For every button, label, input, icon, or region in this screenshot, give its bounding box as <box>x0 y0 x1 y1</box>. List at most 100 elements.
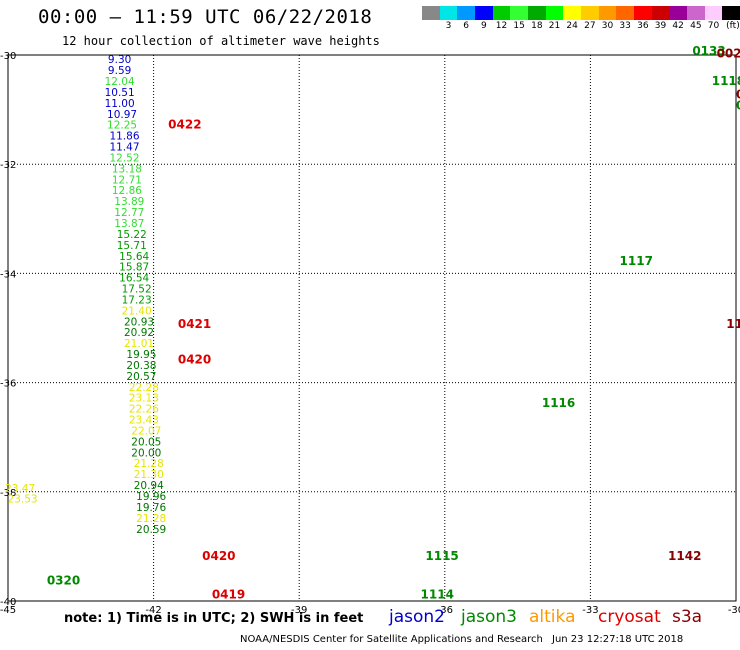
swh-value-label: 20.59 <box>136 524 166 536</box>
color-tick-label: 33 <box>619 21 631 31</box>
swh-value-label: 19.76 <box>136 502 166 514</box>
swh-value-label: 20.57 <box>126 371 156 383</box>
y-tick-label: -30 <box>0 51 16 62</box>
color-tick-label: 6 <box>463 21 470 31</box>
swh-value-label: 19.95 <box>126 349 156 361</box>
color-swatch <box>528 6 546 20</box>
color-swatch <box>439 6 458 20</box>
y-tick-label: -40 <box>0 597 16 608</box>
color-swatch <box>722 6 740 20</box>
pass-time-label: 0420 <box>178 352 211 366</box>
swh-value-label: 15.64 <box>119 251 149 263</box>
swh-value-label: 13.89 <box>114 196 144 208</box>
swh-value-label: 17.23 <box>122 294 152 306</box>
color-tick-label: 21 <box>548 21 561 31</box>
color-swatch <box>492 6 511 20</box>
note-text: note: 1) Time is in UTC; 2) SWH is in fe… <box>64 611 364 626</box>
swh-value-label: 17.52 <box>122 284 152 296</box>
color-tick-label: 12 <box>495 21 508 31</box>
pass-time-label: 1115 <box>425 549 458 563</box>
color-scale-ticks: 3 6 9 12 15 18 21 24 27 30 33 36 39 42 45 70 (ft) <box>422 21 740 35</box>
color-swatch <box>545 6 564 20</box>
swh-value-label: 12.25 <box>107 120 137 132</box>
pass-time-label: 0419 <box>212 587 245 601</box>
swh-value-label: 15.71 <box>117 240 147 252</box>
x-tick-label: -39 <box>291 605 307 616</box>
x-tick-label: -33 <box>582 605 598 616</box>
color-swatch <box>475 6 493 20</box>
swh-value-label: 15.87 <box>119 262 149 274</box>
pass-time-label: 1118 <box>712 74 740 88</box>
page-subtitle: 12 hour collection of altimeter wave hei… <box>62 34 380 48</box>
color-tick-label: 18 <box>531 21 543 31</box>
color-scale-bar <box>422 6 740 20</box>
swh-value-label: 12.71 <box>112 174 142 186</box>
swh-value-label: 15.22 <box>117 229 147 241</box>
color-swatch <box>634 6 652 20</box>
footer-timestamp: Jun 23 12:27:18 UTC 2018 <box>552 634 684 645</box>
footer-source: NOAA/NESDIS Center for Satellite Applica… <box>240 634 543 645</box>
pass-time-label: 0025 <box>736 99 740 113</box>
color-swatch <box>457 6 476 20</box>
color-swatch <box>669 6 688 20</box>
x-tick-label: -45 <box>0 605 16 616</box>
swh-value-label: 10.97 <box>107 109 137 121</box>
color-swatch <box>704 6 723 20</box>
plot-frame <box>7 54 737 602</box>
swh-value-label: 21.01 <box>124 338 154 350</box>
swh-value-label: 19.96 <box>136 491 166 503</box>
color-swatch <box>563 6 582 20</box>
color-tick-label: 70 <box>707 21 720 31</box>
pass-time-label: 1117 <box>620 254 653 268</box>
pass-time-label: 1114 <box>421 587 454 601</box>
legend-jason3: jason3 <box>461 607 517 627</box>
swh-value-label: 10.51 <box>105 87 135 99</box>
legend-s3a: s3a <box>672 607 703 627</box>
swh-value-label: 21.30 <box>134 469 164 481</box>
swh-value-label: 21.28 <box>136 513 166 525</box>
swh-value-label: 13.18 <box>112 163 142 175</box>
y-tick-label: -38 <box>0 488 16 499</box>
x-tick-label: -36 <box>437 605 453 616</box>
page-title: 00:00 – 11:59 UTC 06/22/2018 <box>38 6 373 28</box>
swh-value-label: 20.38 <box>126 360 156 372</box>
color-swatch <box>510 6 529 20</box>
swh-value-label: 22.28 <box>129 382 159 394</box>
pass-time-label: 0025 <box>736 88 740 102</box>
swh-value-label: 20.92 <box>124 327 154 339</box>
swh-value-label: 11.00 <box>105 98 135 110</box>
swh-value-label: 11.86 <box>109 131 139 143</box>
swh-value-label: 20.05 <box>131 436 161 448</box>
legend-altika: altika <box>529 607 576 627</box>
color-tick-label: 39 <box>654 21 667 31</box>
x-tick-label: -30 <box>728 605 740 616</box>
y-tick-label: -36 <box>0 379 16 390</box>
swh-value-label: 13.87 <box>114 218 144 230</box>
swh-value-label: 9.59 <box>108 65 131 77</box>
color-swatch <box>651 6 670 20</box>
color-tick-label: 30 <box>601 21 614 31</box>
color-tick-label: 9 <box>480 21 487 31</box>
color-tick-label: 24 <box>566 21 578 31</box>
swh-value-label: 11.47 <box>109 142 139 154</box>
swh-value-label: 23.13 <box>129 393 159 405</box>
pass-time-label: 0420 <box>202 549 235 563</box>
color-swatch <box>598 6 617 20</box>
pass-time-label: 0024 <box>717 47 740 61</box>
swh-value-label: 12.86 <box>112 185 142 197</box>
swh-value-label: 22.26 <box>129 404 159 416</box>
legend-cryosat: cryosat <box>598 607 661 627</box>
x-tick-label: -42 <box>145 605 161 616</box>
swh-value-label: 20.00 <box>131 447 161 459</box>
pass-time-label: 0421 <box>178 317 211 331</box>
color-tick-label: (ft) <box>726 21 740 31</box>
swh-value-label: 12.52 <box>109 152 139 164</box>
swh-value-label: 21.40 <box>122 305 152 317</box>
pass-time-label: 1142 <box>668 549 701 563</box>
legend-jason2: jason2 <box>389 607 445 627</box>
pass-time-label: 0133 <box>692 44 725 58</box>
pass-time-label: 0422 <box>168 118 201 132</box>
swh-value-label: 21.28 <box>134 458 164 470</box>
swh-value-label: 16.54 <box>119 273 149 285</box>
